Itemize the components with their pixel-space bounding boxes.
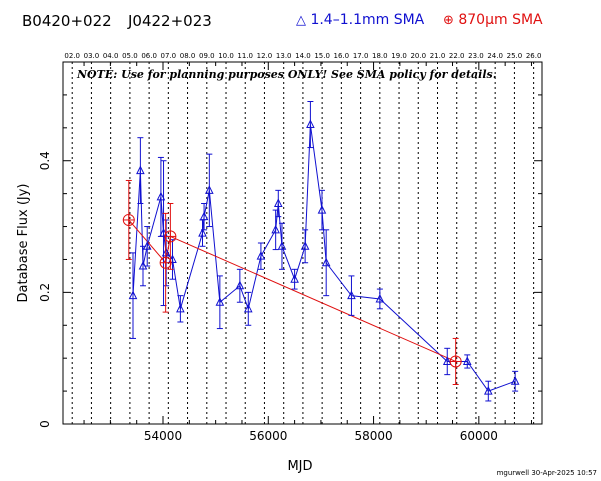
plot-frame xyxy=(62,61,543,425)
data-point-triangle xyxy=(290,274,299,283)
top-axis-label: 06.0 xyxy=(141,52,157,60)
source-alias: J0422+023 xyxy=(128,12,212,30)
data-point-triangle xyxy=(235,280,245,290)
top-axis-label: 09.0 xyxy=(199,52,215,60)
legend-entry-mm: △ 1.4–1.1mm SMA xyxy=(296,12,424,28)
data-point-triangle xyxy=(243,303,253,313)
data-point-triangle xyxy=(161,247,171,257)
y-axis-label: Database Flux (Jy) xyxy=(16,184,31,303)
x-axis-label: MJD xyxy=(287,459,312,474)
data-point-triangle xyxy=(142,241,152,250)
top-axis-label: 22.0 xyxy=(449,52,465,60)
top-axis-label: 03.0 xyxy=(84,52,100,60)
data-point-triangle xyxy=(510,376,520,385)
x-tick-label: 60000 xyxy=(460,429,498,443)
x-tick-label: 58000 xyxy=(354,429,392,443)
axis-labels: 02.0 03.0 04.0 05.0 06.0 07.0 08.0 09.0 10.0 11.0… xyxy=(38,52,541,443)
footer-credit: mgurwell 30-Apr-2025 10:57 xyxy=(496,469,597,477)
top-axis-label: 14.0 xyxy=(295,52,311,60)
data-point-triangle xyxy=(317,204,327,214)
top-axis-label: 25.0 xyxy=(507,52,523,60)
top-axis-label: 16.0 xyxy=(334,52,350,60)
top-axis-label: 18.0 xyxy=(372,52,388,60)
legend-entry-submm: ⊕ 870μm SMA xyxy=(443,12,543,28)
triangle-icon: △ xyxy=(296,13,306,28)
data-point-triangle xyxy=(256,251,266,260)
data-point-triangle xyxy=(306,119,315,129)
top-axis-label: 04.0 xyxy=(103,52,119,60)
series-line xyxy=(132,124,516,392)
top-axis-label: 08.0 xyxy=(180,52,196,60)
data-point-triangle xyxy=(347,290,356,300)
data-point-triangle xyxy=(205,185,214,194)
y-tick-label: 0.2 xyxy=(38,283,52,302)
series-points xyxy=(122,100,520,402)
top-axis-label: 02.0 xyxy=(64,52,80,60)
axis-ticks xyxy=(63,61,542,425)
data-point-triangle xyxy=(156,191,166,201)
top-axis-label: 19.0 xyxy=(391,52,407,60)
data-point-triangle xyxy=(277,241,287,250)
planning-note: NOTE: Use for planning purposes ONLY! Se… xyxy=(76,68,497,81)
data-point-triangle xyxy=(484,385,493,395)
circle-plus-icon: ⊕ xyxy=(443,13,454,28)
data-point-triangle xyxy=(198,228,207,237)
legend-label-mm: 1.4–1.1mm SMA xyxy=(310,12,425,28)
y-tick-label: 0 xyxy=(38,420,52,428)
top-axis-label: 11.0 xyxy=(237,52,253,60)
top-axis-label: 05.0 xyxy=(122,52,138,60)
y-tick-label: 0.4 xyxy=(38,151,52,170)
data-point-triangle xyxy=(136,165,145,175)
data-point-triangle xyxy=(215,297,225,306)
data-point-triangle xyxy=(273,198,283,208)
x-tick-label: 54000 xyxy=(144,429,182,443)
top-axis-label: 13.0 xyxy=(276,52,292,60)
source-name: B0420+022 xyxy=(22,12,112,30)
data-point-triangle xyxy=(375,293,385,303)
top-axis-label: 17.0 xyxy=(353,52,369,60)
x-tick-label: 56000 xyxy=(249,429,287,443)
data-point-triangle xyxy=(442,356,452,365)
top-axis-label: 12.0 xyxy=(257,52,273,60)
data-point-triangle xyxy=(321,257,331,267)
top-axis-label: 26.0 xyxy=(526,52,542,60)
data-point-triangle xyxy=(128,290,138,300)
top-axis-label: 07.0 xyxy=(161,52,177,60)
top-axis-label: 15.0 xyxy=(314,52,330,60)
top-axis-label: 24.0 xyxy=(487,52,503,60)
year-grid-lines xyxy=(71,62,535,424)
top-axis-label: 20.0 xyxy=(410,52,426,60)
data-point-triangle xyxy=(199,211,209,221)
data-point-triangle xyxy=(300,241,310,250)
legend-label-submm: 870μm SMA xyxy=(458,12,543,28)
data-point-triangle xyxy=(176,303,185,313)
data-point-triangle xyxy=(271,224,280,234)
top-axis-label: 23.0 xyxy=(468,52,484,60)
top-axis-label: 10.0 xyxy=(218,52,234,60)
data-point-triangle xyxy=(462,356,472,365)
top-axis-label: 21.0 xyxy=(430,52,446,60)
